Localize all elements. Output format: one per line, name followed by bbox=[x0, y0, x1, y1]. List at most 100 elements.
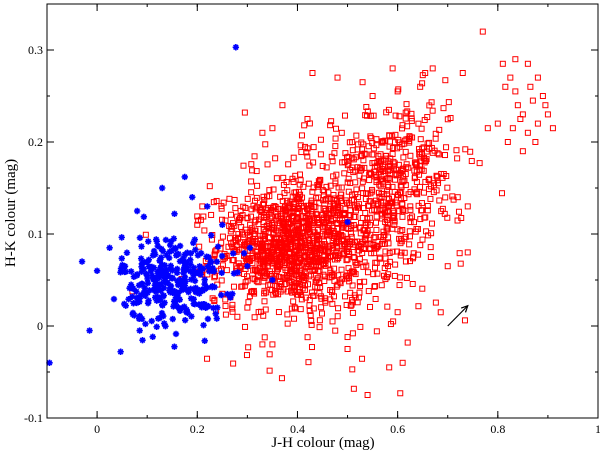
data-point bbox=[444, 184, 451, 191]
data-point bbox=[413, 190, 420, 197]
data-point bbox=[539, 93, 546, 99]
data-point bbox=[365, 288, 372, 295]
data-point bbox=[361, 235, 368, 242]
data-point bbox=[222, 296, 229, 303]
data-point bbox=[355, 141, 362, 148]
data-point bbox=[305, 359, 312, 366]
data-point bbox=[386, 250, 393, 257]
data-point bbox=[276, 229, 283, 236]
data-point bbox=[350, 213, 357, 220]
data-point bbox=[284, 320, 291, 327]
data-point bbox=[145, 238, 152, 245]
data-point bbox=[434, 177, 441, 184]
data-point bbox=[378, 157, 385, 164]
data-point bbox=[429, 65, 436, 72]
data-point bbox=[252, 230, 259, 237]
data-point bbox=[454, 155, 461, 162]
data-point bbox=[168, 238, 175, 245]
data-point bbox=[129, 285, 136, 292]
data-point bbox=[369, 93, 376, 99]
data-point bbox=[447, 114, 454, 121]
data-point bbox=[386, 176, 393, 183]
data-point bbox=[159, 184, 166, 192]
data-point bbox=[266, 351, 273, 358]
data-point bbox=[315, 183, 322, 190]
data-point bbox=[196, 243, 203, 250]
data-point bbox=[254, 182, 261, 189]
data-point bbox=[307, 242, 314, 249]
data-point bbox=[262, 228, 269, 235]
data-point bbox=[404, 339, 411, 346]
data-point bbox=[188, 313, 195, 320]
data-point bbox=[172, 330, 180, 338]
data-point bbox=[212, 272, 219, 279]
data-point bbox=[197, 267, 204, 274]
data-point bbox=[345, 175, 352, 182]
data-point bbox=[121, 262, 129, 270]
data-point bbox=[259, 201, 266, 208]
data-point bbox=[338, 198, 345, 205]
data-point bbox=[377, 151, 384, 158]
data-point bbox=[168, 247, 175, 255]
data-point bbox=[341, 112, 348, 119]
data-point bbox=[244, 195, 251, 202]
data-point bbox=[386, 200, 393, 207]
data-point bbox=[254, 249, 261, 256]
x-tick-label: 0.8 bbox=[490, 422, 505, 436]
data-point bbox=[343, 272, 350, 279]
data-point bbox=[244, 263, 251, 270]
data-point bbox=[86, 327, 93, 334]
data-point bbox=[457, 260, 464, 267]
data-point bbox=[424, 207, 431, 214]
data-point bbox=[367, 169, 374, 176]
data-point bbox=[292, 227, 299, 234]
data-point bbox=[321, 214, 328, 221]
data-point bbox=[356, 279, 363, 286]
data-point bbox=[249, 275, 256, 282]
data-point bbox=[372, 234, 379, 241]
data-point bbox=[338, 191, 345, 198]
data-point bbox=[429, 107, 436, 114]
data-point bbox=[401, 249, 408, 256]
data-point bbox=[348, 222, 355, 229]
data-point bbox=[181, 251, 189, 258]
data-point bbox=[133, 299, 140, 307]
data-point bbox=[279, 102, 286, 109]
data-point bbox=[391, 221, 398, 228]
data-point bbox=[154, 293, 161, 301]
data-point bbox=[403, 274, 410, 281]
data-point bbox=[304, 334, 311, 341]
data-point bbox=[394, 88, 401, 95]
data-point bbox=[148, 317, 155, 325]
data-point bbox=[413, 179, 420, 186]
data-point bbox=[172, 298, 179, 305]
data-point bbox=[355, 244, 362, 251]
data-point bbox=[183, 286, 190, 293]
data-point bbox=[342, 150, 349, 157]
data-point bbox=[305, 224, 312, 231]
data-point bbox=[442, 77, 449, 84]
data-point bbox=[250, 267, 257, 274]
data-point bbox=[297, 177, 304, 184]
data-point bbox=[299, 282, 306, 289]
data-point bbox=[313, 195, 320, 202]
data-point bbox=[253, 266, 260, 273]
data-point bbox=[241, 109, 248, 116]
data-point bbox=[403, 101, 410, 108]
data-point bbox=[302, 253, 309, 260]
data-point bbox=[426, 102, 433, 109]
data-point bbox=[335, 184, 342, 191]
data-point bbox=[155, 285, 163, 292]
data-point bbox=[409, 213, 416, 220]
data-point bbox=[305, 235, 312, 242]
data-point bbox=[166, 287, 173, 294]
data-point bbox=[297, 306, 304, 313]
data-point bbox=[320, 205, 327, 212]
data-point bbox=[198, 304, 205, 311]
data-point bbox=[422, 70, 429, 76]
data-point bbox=[203, 253, 210, 260]
data-point bbox=[358, 165, 365, 172]
data-point bbox=[425, 186, 432, 193]
data-point bbox=[342, 293, 349, 300]
data-point bbox=[191, 236, 198, 243]
